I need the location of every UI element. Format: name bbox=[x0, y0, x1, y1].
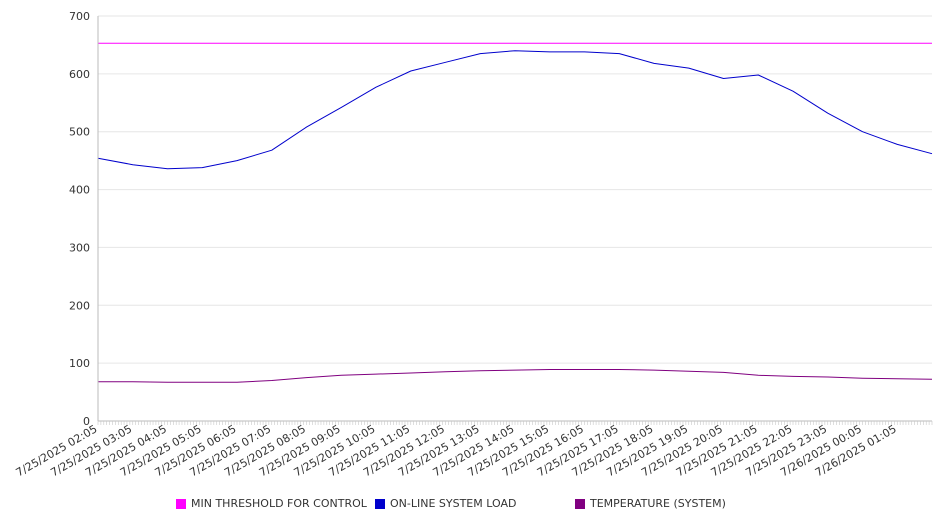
legend-label-temperature: TEMPERATURE (SYSTEM) bbox=[590, 497, 726, 510]
legend-swatch-online-system-load bbox=[375, 498, 385, 509]
y-tick-label: 300 bbox=[69, 241, 90, 254]
legend: MIN THRESHOLD FOR CONTROL ON-LINE SYSTEM… bbox=[0, 497, 946, 515]
x-axis-tick-labels: 7/25/2025 02:057/25/2025 03:057/25/2025 … bbox=[14, 422, 899, 479]
legend-item-online-system-load[interactable]: ON-LINE SYSTEM LOAD bbox=[375, 497, 516, 510]
y-tick-label: 400 bbox=[69, 184, 90, 197]
y-tick-label: 100 bbox=[69, 357, 90, 370]
legend-label-online-system-load: ON-LINE SYSTEM LOAD bbox=[390, 497, 517, 510]
legend-swatch-temperature bbox=[575, 498, 585, 509]
legend-label-min-threshold: MIN THRESHOLD FOR CONTROL bbox=[191, 497, 367, 510]
axes bbox=[97, 16, 933, 425]
series-line-on-line-system-load bbox=[97, 50, 933, 170]
legend-swatch-min-threshold bbox=[176, 498, 186, 509]
gridlines bbox=[98, 15, 932, 364]
y-axis-tick-labels: 0 100 200 300 400 500 600 700 bbox=[69, 10, 90, 428]
series-line-temperature-system bbox=[98, 369, 933, 383]
y-tick-label: 700 bbox=[69, 10, 90, 23]
y-tick-label: 600 bbox=[69, 68, 90, 81]
y-tick-label: 500 bbox=[69, 126, 90, 139]
y-tick-label: 200 bbox=[69, 299, 90, 312]
y-tick-label: 0 bbox=[83, 415, 90, 428]
series-lines bbox=[97, 42, 933, 383]
legend-item-temperature[interactable]: TEMPERATURE (SYSTEM) bbox=[575, 497, 726, 510]
legend-item-min-threshold[interactable]: MIN THRESHOLD FOR CONTROL bbox=[176, 497, 367, 510]
